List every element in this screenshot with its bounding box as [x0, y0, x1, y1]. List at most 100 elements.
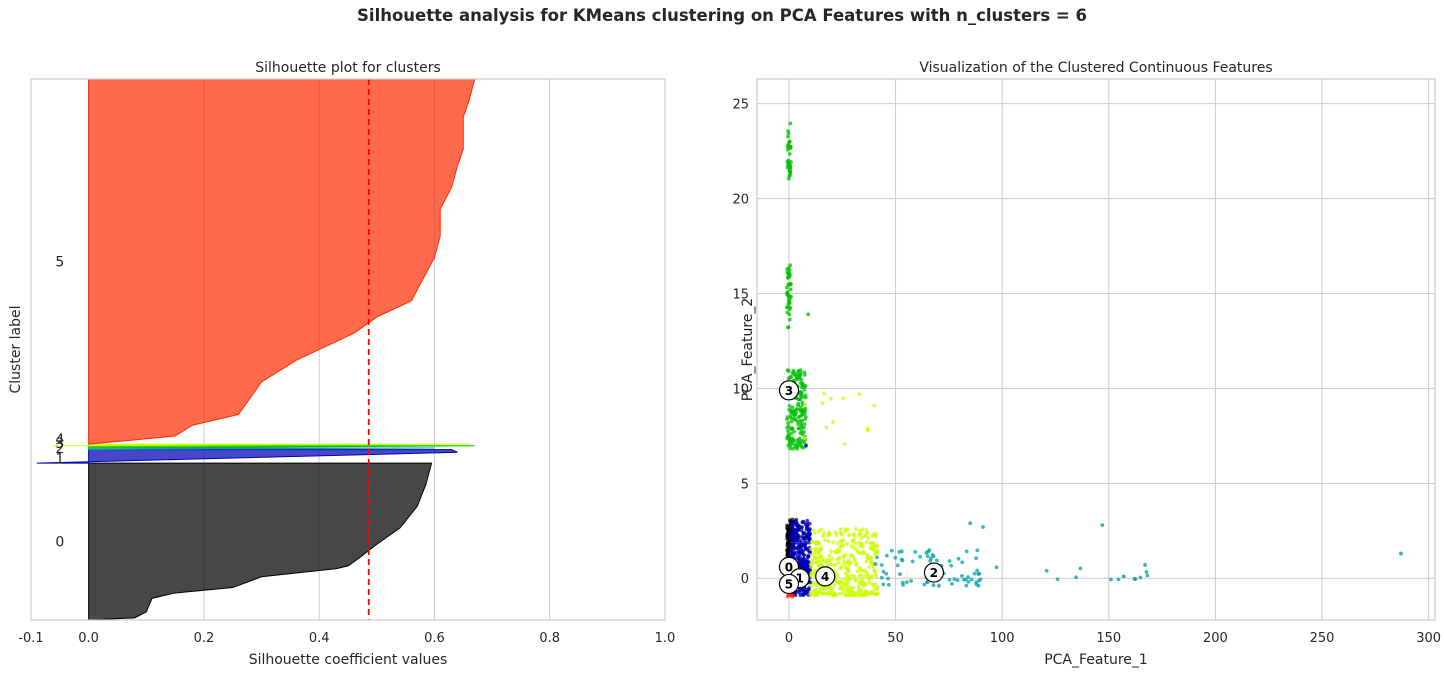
cluster-center-label: 2	[930, 566, 938, 580]
cluster-center-markers: 01 2 3 4 5	[778, 380, 945, 595]
scatter-point-cluster-2	[895, 563, 900, 568]
scatter-point-cluster-3	[792, 429, 797, 434]
silhouette-x-tick-label: 0.4	[309, 631, 330, 646]
scatter-point-cluster-3	[786, 432, 791, 437]
scatter-point-cluster-3	[788, 305, 793, 310]
scatter-point-cluster-2	[949, 563, 954, 568]
scatter-point-cluster-3	[798, 373, 803, 378]
scatter-point-cluster-4	[865, 591, 869, 596]
scatter-point-cluster-3	[796, 426, 801, 431]
scatter-point-cluster-3	[788, 446, 792, 451]
scatter-point-cluster-1	[790, 536, 794, 541]
scatter-point-cluster-1	[791, 542, 796, 547]
scatter-point-cluster-3	[785, 165, 790, 170]
scatter-point-cluster-1	[801, 520, 806, 525]
silhouette-fills	[36, 78, 476, 621]
scatter-point-cluster-4	[843, 571, 848, 576]
scatter-point-cluster-4	[849, 544, 854, 549]
scatter-point-cluster-3	[803, 417, 808, 421]
scatter-point-cluster-4	[864, 531, 869, 536]
scatter-point-cluster-2	[909, 579, 913, 583]
scatter-point-cluster-3	[785, 270, 790, 274]
scatter-point-cluster-1	[796, 556, 801, 561]
scatter-point-cluster-2	[893, 555, 898, 560]
scatter-y-tick-label: 25	[732, 98, 749, 113]
scatter-point-cluster-3	[802, 412, 807, 417]
scatter-point-cluster-4	[869, 575, 873, 580]
scatter-point-cluster-3	[799, 394, 803, 398]
silhouette-cluster-label: 2	[55, 441, 64, 457]
scatter-point-cluster-3	[790, 426, 795, 431]
scatter-point-cluster-4	[847, 593, 851, 598]
scatter-point-cluster-2	[924, 550, 929, 555]
scatter-point-cluster-4	[837, 586, 842, 591]
scatter-point-cluster-4	[812, 568, 817, 573]
scatter-point-cluster-4	[852, 592, 857, 597]
scatter-point-cluster-4	[822, 558, 827, 563]
scatter-point-cluster-4	[840, 532, 844, 537]
scatter-point-cluster-4	[821, 534, 825, 538]
scatter-point-cluster-2	[956, 556, 961, 561]
scatter-point-cluster-4	[864, 540, 869, 544]
scatter-point-cluster-4	[853, 541, 857, 546]
scatter-point-cluster-3	[787, 145, 792, 150]
scatter-point-cluster-2	[922, 582, 927, 587]
scatter-point-cluster-4	[856, 589, 861, 594]
scatter-point-cluster-4	[834, 550, 838, 555]
scatter-point-cluster-4	[870, 533, 875, 538]
scatter-point-cluster-4	[868, 556, 873, 561]
scatter-point-cluster-3	[790, 441, 795, 446]
scatter-point-cluster-2	[1055, 577, 1060, 582]
silhouette-fill-cluster-5	[88, 78, 476, 445]
scatter-point-cluster-3	[797, 369, 801, 373]
scatter-point-cluster-4	[819, 527, 824, 532]
scatter-point-cluster-4	[809, 539, 814, 544]
scatter-point-cluster-4	[854, 563, 859, 568]
scatter-point-cluster-0	[786, 548, 791, 552]
scatter-point-cluster-2	[931, 554, 936, 559]
scatter-point-cluster-4	[844, 560, 849, 565]
silhouette-cluster-label: 5	[55, 255, 64, 271]
scatter-point-cluster-2	[886, 582, 891, 587]
scatter-point-cluster-4	[822, 391, 826, 396]
silhouette-x-tick-label: 0.0	[78, 631, 99, 646]
scatter-point-cluster-3	[787, 403, 792, 408]
scatter-point-cluster-4	[838, 538, 843, 543]
scatter-point-cluster-2	[972, 571, 977, 576]
scatter-point-cluster-4	[838, 591, 842, 596]
scatter-point-cluster-1	[796, 542, 801, 547]
scatter-point-cluster-4	[857, 533, 862, 538]
scatter-point-cluster-1	[802, 553, 806, 557]
scatter-point-cluster-1	[799, 539, 803, 544]
scatter-point-cluster-3	[800, 418, 804, 423]
scatter-point-cluster-3	[806, 312, 811, 317]
scatter-point-cluster-1	[805, 518, 810, 523]
scatter-point-cluster-1	[798, 593, 803, 598]
scatter-point-cluster-4	[841, 396, 846, 401]
scatter-point-cluster-2	[898, 572, 902, 577]
scatter-point-cluster-2	[981, 525, 985, 529]
scatter-point-cluster-4	[852, 574, 857, 579]
scatter-point-cluster-3	[786, 295, 791, 300]
scatter-point-cluster-3	[787, 317, 792, 322]
scatter-point-cluster-2	[886, 576, 890, 581]
scatter-point-cluster-2	[964, 583, 969, 588]
scatter-point-cluster-2	[974, 556, 979, 561]
scatter-point-cluster-4	[809, 565, 814, 569]
scatter-point-cluster-2	[960, 560, 965, 565]
scatter-point-cluster-3	[802, 430, 806, 434]
scatter-point-cluster-3	[800, 382, 805, 386]
scatter-point-cluster-1	[796, 527, 801, 532]
scatter-point-cluster-2	[937, 583, 941, 588]
scatter-point-cluster-2	[913, 549, 918, 554]
scatter-point-cluster-3	[787, 168, 792, 172]
scatter-point-cluster-3	[789, 281, 793, 286]
scatter-point-cluster-2	[963, 577, 968, 582]
scatter-point-cluster-2	[1145, 573, 1150, 578]
scatter-point-cluster-4	[869, 591, 874, 596]
scatter-point-cluster-1	[803, 561, 808, 566]
scatter-point-cluster-1	[808, 550, 813, 555]
